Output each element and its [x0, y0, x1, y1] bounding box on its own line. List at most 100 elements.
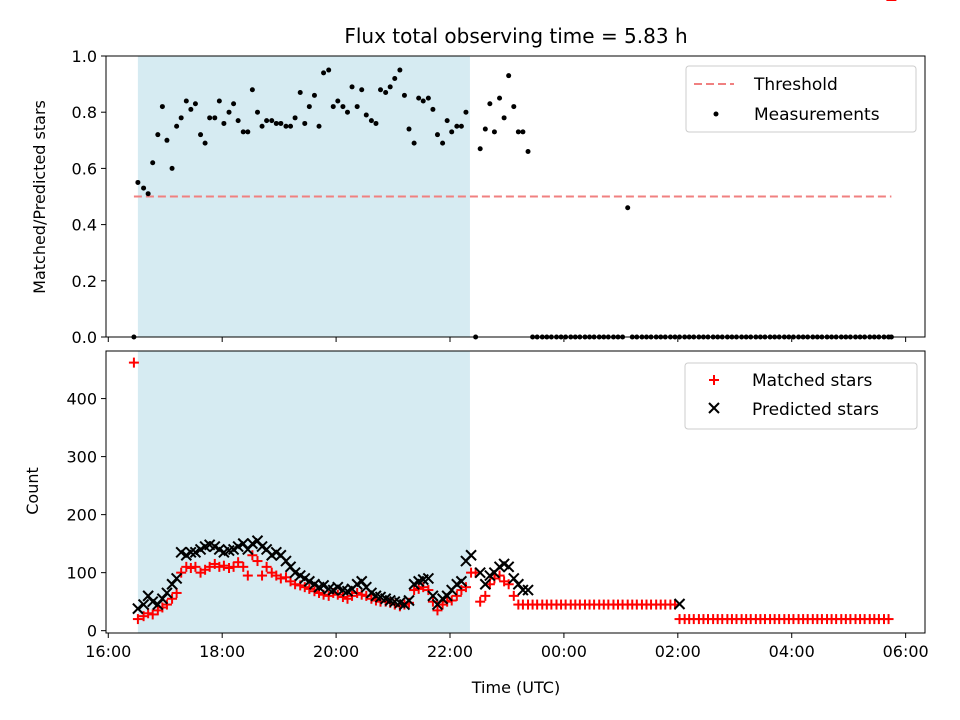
measurement-point	[406, 126, 412, 132]
measurement-point	[335, 98, 341, 104]
matched-star-point	[460, 582, 471, 593]
measurement-point	[625, 205, 631, 211]
measurement-point	[288, 123, 294, 129]
x-tick-label: 04:00	[769, 642, 815, 661]
measurement-point	[326, 67, 332, 73]
top-y-tick-label: 0.4	[72, 216, 97, 235]
x-tick-label: 02:00	[655, 642, 701, 661]
predicted-star-point	[137, 598, 150, 611]
legend-predicted-swatch	[708, 402, 720, 414]
predicted-star-point	[403, 594, 415, 607]
predicted-star-point	[465, 549, 477, 561]
measurement-point	[491, 129, 497, 135]
matched-star-point	[427, 596, 438, 607]
bottom-y-tick-label: 300	[66, 448, 97, 467]
bottom-y-axis-label: Count	[23, 467, 42, 515]
measurement-point	[383, 90, 389, 96]
matched-star-point	[224, 563, 235, 574]
predicted-star-point	[185, 546, 197, 559]
matched-star-point	[214, 561, 225, 572]
measurement-point	[515, 129, 521, 135]
measurement-point	[359, 87, 365, 93]
matched-star-point	[128, 357, 139, 368]
matched-star-point	[337, 592, 348, 603]
measurement-point	[302, 120, 308, 126]
measurement-point	[174, 123, 180, 129]
measurement-point	[198, 132, 204, 138]
measurement-point	[520, 129, 526, 135]
predicted-star-point	[522, 584, 534, 596]
measurement-point	[292, 115, 298, 121]
matched-star-point	[167, 593, 178, 604]
x-tick-label: 06:00	[883, 642, 929, 661]
predicted-star-point	[479, 578, 492, 590]
measurement-point	[306, 104, 312, 110]
predicted-star-point	[422, 572, 435, 585]
measurement-point	[378, 87, 384, 93]
measurement-point	[150, 160, 156, 166]
measurement-point	[525, 149, 531, 155]
predicted-star-point	[427, 590, 439, 602]
measurement-point	[188, 106, 194, 112]
measurement-point	[354, 104, 360, 110]
predicted-star-point	[132, 602, 144, 615]
legend-threshold-label: Threshold	[753, 75, 838, 95]
measurement-point	[420, 98, 426, 104]
matched-star-point	[299, 582, 310, 593]
measurement-point	[264, 118, 270, 124]
top-y-tick-label: 1.0	[72, 47, 97, 66]
matched-star-point	[185, 563, 196, 574]
measurement-point	[349, 84, 355, 90]
measurement-point	[477, 146, 483, 152]
matched-star-point	[475, 596, 486, 607]
matched-star-point	[883, 614, 894, 625]
measurement-point	[330, 104, 336, 110]
top-legend-box	[685, 65, 917, 133]
top-axes-frame	[105, 55, 926, 338]
measurement-point	[178, 115, 184, 121]
bottom-panel: Count Time (UTC) 0 100 200 300 400 16:00 18:00…	[23, 0, 929, 697]
measurement-point	[454, 123, 460, 129]
matched-star-point	[147, 609, 158, 620]
x-axis-label: Time (UTC)	[471, 678, 560, 697]
measurement-point	[430, 106, 436, 112]
predicted-star-point	[161, 587, 173, 599]
top-y-axis-label: Matched/Predicted stars	[30, 100, 49, 294]
measurement-point	[487, 101, 493, 107]
matched-star-point	[261, 561, 272, 572]
matched-star-point	[204, 561, 215, 572]
matched-star-point	[366, 593, 377, 604]
measurement-point	[444, 118, 450, 124]
x-tick-label: 22:00	[427, 642, 473, 661]
legend-matched-label: Matched stars	[752, 371, 872, 391]
measurement-point	[363, 112, 369, 118]
matched-star-point	[423, 585, 434, 596]
predicted-star-point	[502, 561, 515, 573]
measurement-point	[245, 129, 251, 135]
matched-star-point	[132, 614, 143, 625]
matched-star-point	[503, 579, 514, 590]
measurement-point	[425, 95, 431, 101]
legend-measurements-label: Measurements	[754, 105, 880, 125]
predicted-star-point	[517, 584, 529, 596]
legend-predicted-label: Predicted stars	[752, 400, 879, 420]
matched-star-point	[161, 599, 172, 610]
x-tick-label: 20:00	[313, 642, 359, 661]
measurement-point	[501, 115, 507, 121]
measurement-point	[344, 109, 350, 115]
measurement-point	[159, 104, 165, 110]
predicted-star-point	[455, 575, 468, 588]
matched-star-point	[181, 561, 192, 572]
measurement-point	[135, 179, 141, 185]
top-legend: Threshold Measurements	[685, 65, 917, 133]
matched-star-point	[176, 567, 187, 578]
measurement-point	[368, 118, 374, 124]
measurement-point	[192, 101, 198, 107]
measurement-point	[273, 120, 279, 126]
measurement-point	[235, 118, 241, 124]
measurement-point	[254, 109, 260, 115]
measurement-point	[226, 109, 232, 115]
measurement-point	[411, 140, 417, 146]
top-y-tick-label: 0.6	[72, 159, 97, 178]
measurement-point	[434, 132, 440, 138]
